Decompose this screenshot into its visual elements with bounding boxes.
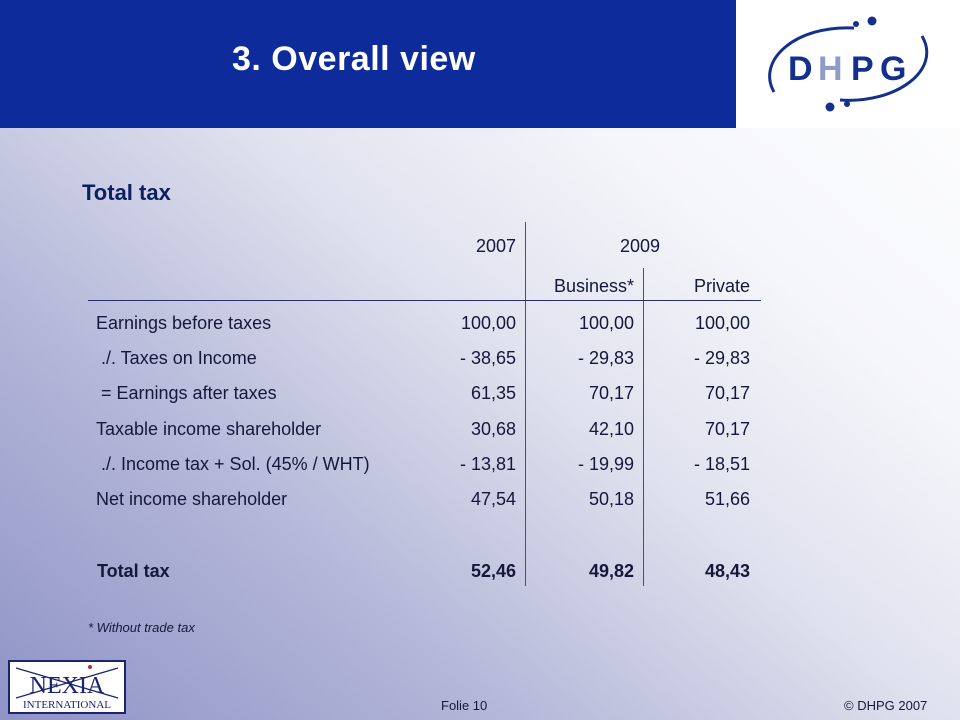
cell-business: 42,10 — [588, 419, 634, 439]
row-label: ./. Taxes on Income — [101, 348, 257, 368]
footnote: * Without trade tax — [88, 620, 195, 635]
cell-private: - 29,83 — [693, 348, 750, 368]
dhpg-letter-g: G — [880, 50, 906, 88]
cell-2007: 61,35 — [470, 383, 516, 403]
cell-2007: - 38,65 — [459, 348, 516, 368]
dhpg-logo-graphic: D H P G — [768, 16, 929, 112]
nexia-text: NEXIA — [30, 673, 105, 699]
cell-private: 51,66 — [704, 489, 750, 509]
row-label: ./. Income tax + Sol. (45% / WHT) — [101, 454, 370, 474]
dhpg-letter-d: D — [788, 50, 813, 88]
nexia-subtext: INTERNATIONAL — [23, 699, 111, 711]
cell-2007: 47,54 — [470, 489, 516, 509]
cell-private: 100,00 — [694, 313, 750, 333]
cell-private: 48,43 — [704, 561, 750, 581]
slide-title: 3. Overall view — [232, 40, 476, 78]
cell-private: - 18,51 — [693, 454, 750, 474]
row-label: Net income shareholder — [96, 489, 288, 509]
row-label: Total tax — [97, 561, 170, 581]
row-label: Taxable income shareholder — [96, 419, 322, 439]
cell-private: 70,17 — [704, 419, 750, 439]
row-label: = Earnings after taxes — [101, 383, 277, 403]
cell-business: 100,00 — [578, 313, 634, 333]
dhpg-letter-p: P — [851, 50, 874, 88]
table-header-rule — [88, 300, 761, 301]
copyright: © DHPG 2007 — [844, 698, 928, 713]
cell-2007: - 13,81 — [459, 454, 516, 474]
col-header-business: Business* — [553, 276, 634, 296]
cell-business: 50,18 — [588, 489, 634, 509]
cell-2007: 30,68 — [470, 419, 516, 439]
cell-2007: 52,46 — [470, 561, 516, 581]
table-divider-business — [643, 268, 644, 586]
title-bar: 3. Overall view — [0, 0, 736, 128]
dhpg-letter-h: H — [818, 50, 843, 88]
cell-private: 70,17 — [704, 383, 750, 403]
col-header-2007: 2007 — [475, 236, 516, 256]
dhpg-logo: D H P G — [736, 0, 960, 128]
row-label: Earnings before taxes — [96, 313, 272, 333]
col-header-private: Private — [693, 276, 750, 296]
nexia-logo: NEXIA INTERNATIONAL — [8, 660, 126, 714]
page-number: Folie 10 — [441, 698, 488, 713]
cell-business: 70,17 — [588, 383, 634, 403]
cell-2007: 100,00 — [460, 313, 516, 333]
col-header-2009: 2009 — [620, 236, 661, 256]
nexia-logo-graphic: NEXIA INTERNATIONAL — [8, 660, 126, 714]
section-title: Total tax — [82, 180, 171, 205]
cell-business: 49,82 — [588, 561, 634, 581]
cell-business: - 19,99 — [577, 454, 634, 474]
cell-business: - 29,83 — [577, 348, 634, 368]
table-divider-2007 — [525, 222, 526, 586]
